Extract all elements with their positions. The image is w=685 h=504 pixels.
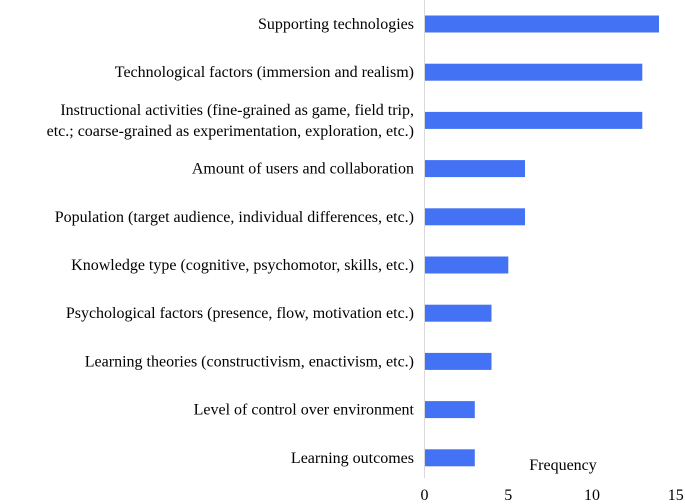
bar-9 [424, 401, 475, 419]
category-label-9: Level of control over environment [194, 402, 415, 419]
bar-3 [424, 111, 643, 129]
bar-2 [424, 63, 643, 81]
x-tick-label-5: 5 [504, 487, 512, 504]
category-label-2: Technological factors (immersion and rea… [115, 64, 414, 81]
category-label-10: Learning outcomes [291, 450, 414, 467]
bar-7 [424, 304, 492, 322]
x-tick-label-10: 10 [584, 487, 600, 504]
category-labels: Supporting technologies Technological fac… [47, 16, 415, 467]
bar-4 [424, 160, 525, 178]
bar-8 [424, 352, 492, 370]
bar-10 [424, 449, 475, 467]
category-label-6: Knowledge type (cognitive, psychomotor, … [71, 257, 414, 274]
category-label-7: Psychological factors (presence, flow, m… [66, 305, 414, 322]
bar-1 [424, 15, 659, 33]
category-label-1: Supporting technologies [258, 16, 414, 33]
bars-layer [424, 15, 659, 467]
bar-5 [424, 208, 525, 226]
bar-6 [424, 256, 509, 274]
category-label-3-line-1: Instructional activities (fine-grained a… [60, 102, 414, 119]
category-label-5: Population (target audience, individual … [55, 209, 414, 226]
category-label-8: Learning theories (constructivism, enact… [85, 353, 414, 370]
category-label-4: Amount of users and collaboration [192, 161, 414, 178]
x-tick-labels: 0 5 10 15 [421, 487, 684, 504]
x-axis-title: Frequency [529, 457, 597, 474]
x-tick-label-15: 15 [668, 487, 684, 504]
x-tick-label-0: 0 [421, 487, 429, 504]
category-label-3-line-2: etc.; coarse-grained as experimentation,… [47, 123, 414, 140]
